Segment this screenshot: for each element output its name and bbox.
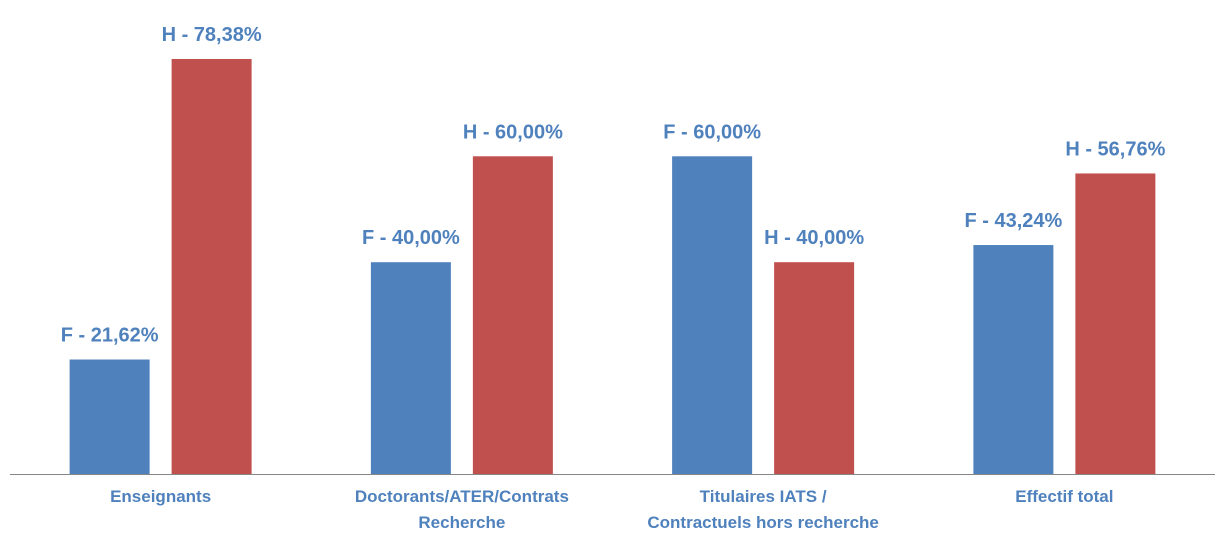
data-label: F - 43,24% <box>964 210 1062 232</box>
data-label: H - 60,00% <box>463 121 563 143</box>
bar <box>370 262 451 474</box>
data-label: F - 40,00% <box>362 227 460 249</box>
data-label: F - 21,62% <box>61 325 159 347</box>
bar <box>774 262 855 474</box>
bar <box>472 156 553 475</box>
x-tick-label: Titulaires IATS / Contractuels hors rech… <box>647 487 879 532</box>
data-label: F - 60,00% <box>663 121 761 143</box>
data-label: H - 78,38% <box>162 24 262 46</box>
bar <box>171 58 252 474</box>
x-tick-label: Doctorants/ATER/Contrats Recherche <box>354 487 569 532</box>
bar <box>973 245 1054 474</box>
bar <box>69 359 150 474</box>
data-label: H - 56,76% <box>1065 138 1165 160</box>
x-tick-label: Enseignants <box>110 487 212 506</box>
x-tick-label: Effectif total <box>1015 487 1114 506</box>
bar <box>1075 173 1156 474</box>
data-label: H - 40,00% <box>764 227 864 249</box>
bar <box>672 156 753 475</box>
